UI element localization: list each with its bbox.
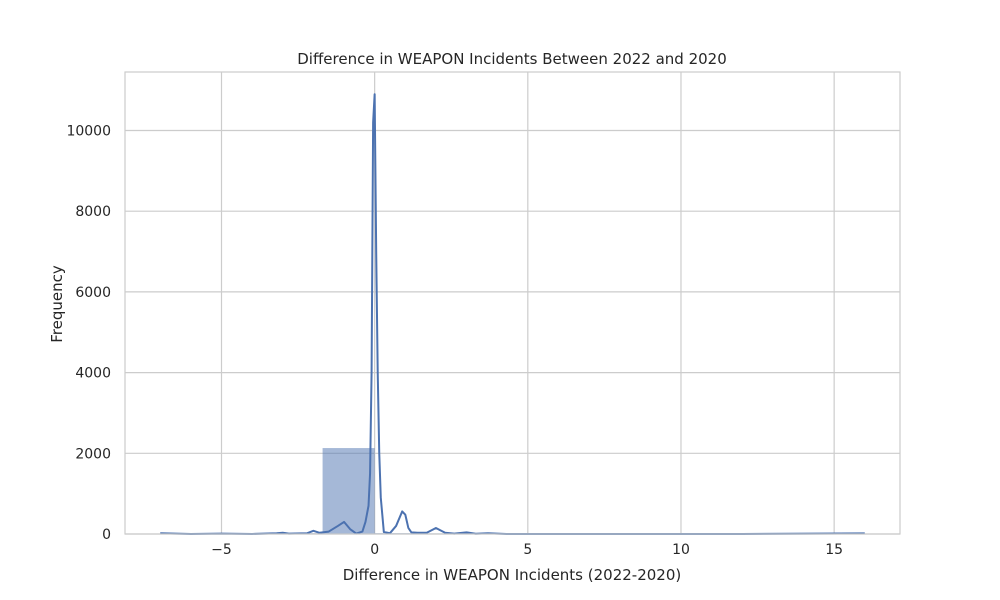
grid-lines	[125, 72, 900, 535]
y-tick-labels: 0 2000 4000 6000 8000 10000	[66, 124, 111, 543]
plot-frame	[124, 71, 901, 535]
x-tick-label: −5	[211, 542, 232, 558]
x-tick-label: 10	[672, 542, 690, 558]
x-tick-label: 15	[825, 542, 843, 558]
y-tick-label: 2000	[75, 446, 111, 462]
x-tick-labels: −5 0 5 10 15	[211, 542, 843, 558]
y-axis-label: Frequency	[48, 265, 66, 343]
x-tick-label: 5	[523, 542, 532, 558]
x-tick-label: 0	[370, 542, 379, 558]
chart-title: Difference in WEAPON Incidents Between 2…	[297, 50, 727, 68]
y-tick-label: 8000	[75, 204, 111, 220]
y-tick-label: 4000	[75, 366, 111, 382]
y-tick-label: 10000	[66, 124, 111, 140]
kde-lines	[160, 93, 865, 535]
histogram-bar	[322, 448, 375, 534]
y-tick-label: 6000	[75, 285, 111, 301]
y-tick-label: 0	[102, 527, 111, 543]
x-axis-label: Difference in WEAPON Incidents (2022-202…	[343, 566, 681, 584]
kde-line	[160, 93, 865, 535]
